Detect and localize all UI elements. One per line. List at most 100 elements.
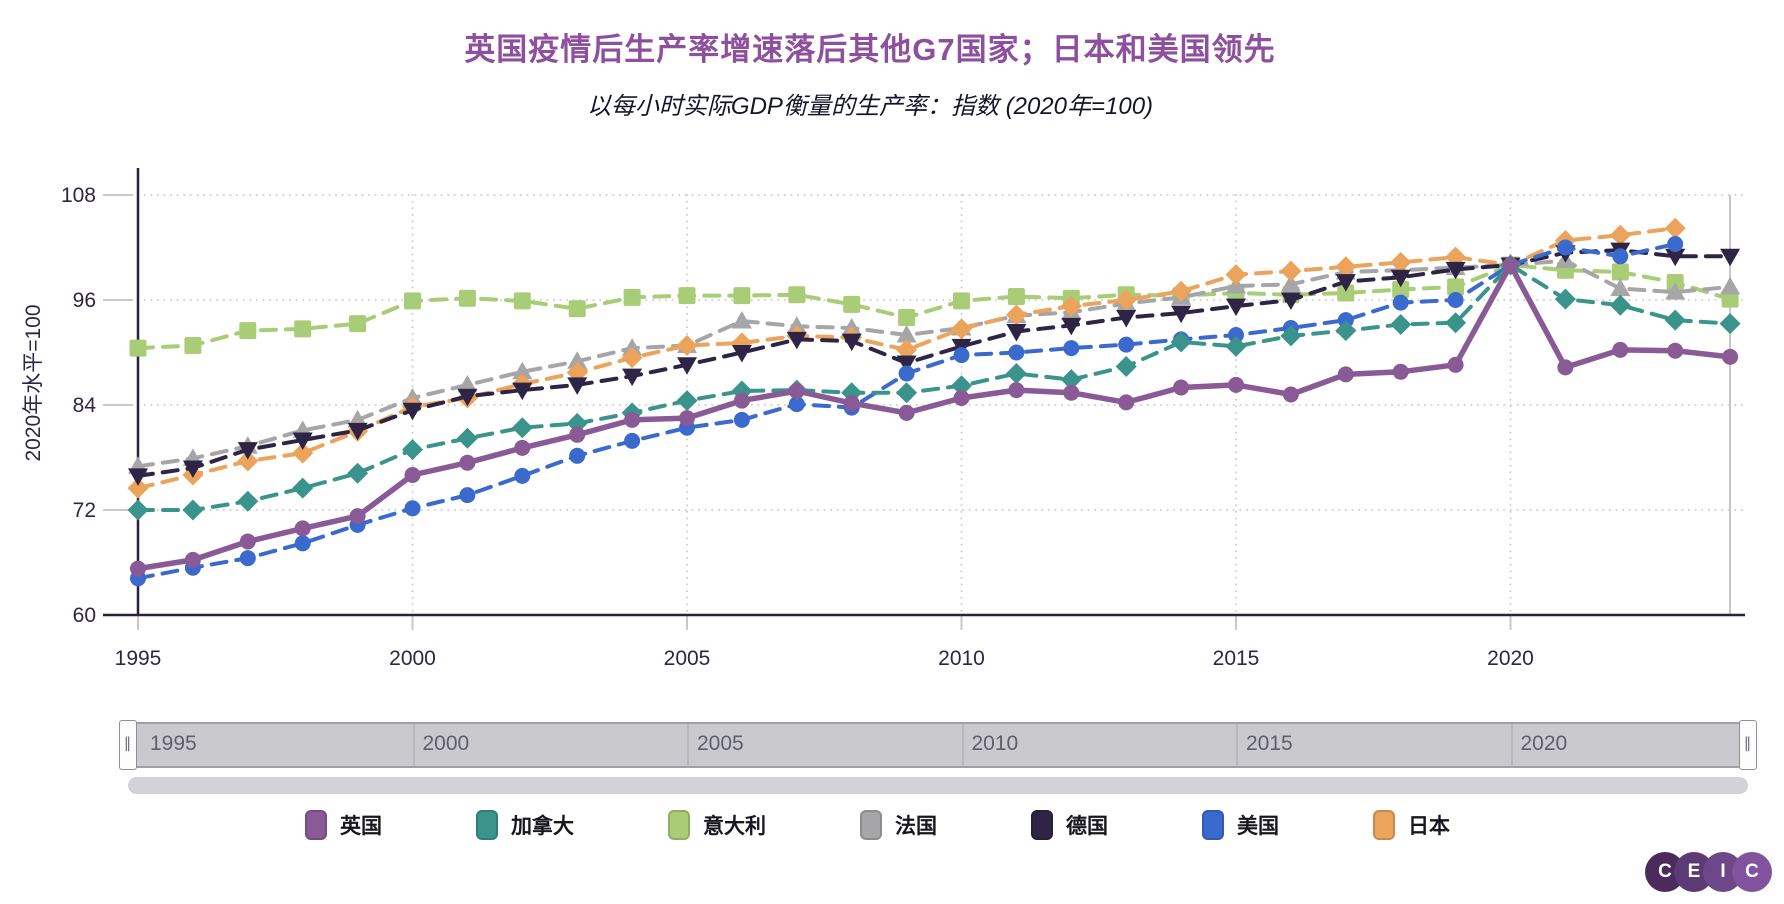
series-point-uk[interactable] xyxy=(1228,376,1244,393)
series-point-france[interactable] xyxy=(1610,278,1631,297)
series-point-japan[interactable] xyxy=(1115,289,1137,311)
series-point-japan[interactable] xyxy=(237,450,259,472)
series-point-us[interactable] xyxy=(459,487,476,504)
series-point-italy[interactable] xyxy=(953,292,970,310)
series-point-japan[interactable] xyxy=(676,335,698,356)
series-point-canada[interactable] xyxy=(1225,335,1247,357)
series-point-italy[interactable] xyxy=(1392,281,1410,298)
series-point-uk[interactable] xyxy=(1063,384,1080,401)
series-point-germany[interactable] xyxy=(677,357,697,375)
series-point-uk[interactable] xyxy=(569,426,586,443)
series-point-us[interactable] xyxy=(1392,294,1409,311)
series-point-uk[interactable] xyxy=(1502,257,1519,273)
series-point-france[interactable] xyxy=(512,361,533,380)
series-point-canada[interactable] xyxy=(1719,313,1741,335)
series-point-uk[interactable] xyxy=(624,411,641,428)
legend-item-us[interactable]: 美国 xyxy=(1202,810,1279,840)
series-point-japan[interactable] xyxy=(1390,251,1412,273)
series-point-germany[interactable] xyxy=(896,355,917,374)
series-point-japan[interactable] xyxy=(127,477,149,499)
series-point-japan[interactable] xyxy=(292,442,314,464)
series-point-uk[interactable] xyxy=(184,551,201,568)
series-point-canada[interactable] xyxy=(182,499,204,521)
series-point-france[interactable] xyxy=(622,338,643,356)
series-point-italy[interactable] xyxy=(678,287,696,305)
series-point-uk[interactable] xyxy=(843,395,860,412)
series-point-france[interactable] xyxy=(1665,282,1686,300)
series-point-germany[interactable] xyxy=(1390,269,1411,288)
series-point-germany[interactable] xyxy=(622,368,643,387)
series-point-italy[interactable] xyxy=(404,292,421,310)
legend-item-canada[interactable]: 加拿大 xyxy=(476,810,574,840)
series-point-canada[interactable] xyxy=(237,490,259,512)
series-point-us[interactable] xyxy=(1228,327,1244,343)
series-point-italy[interactable] xyxy=(294,320,312,338)
series-point-germany[interactable] xyxy=(1665,248,1686,267)
series-point-germany[interactable] xyxy=(128,468,148,486)
series-point-canada[interactable] xyxy=(127,499,149,521)
series-point-uk[interactable] xyxy=(1667,342,1684,359)
series-point-france[interactable] xyxy=(1720,276,1741,295)
series-point-us[interactable] xyxy=(733,411,750,428)
series-point-japan[interactable] xyxy=(1225,264,1247,286)
series-point-uk[interactable] xyxy=(733,392,750,409)
series-point-germany[interactable] xyxy=(1335,274,1356,292)
series-point-canada[interactable] xyxy=(1445,312,1467,334)
series-point-italy[interactable] xyxy=(843,295,861,313)
series-point-italy[interactable] xyxy=(1007,288,1025,305)
series-point-uk[interactable] xyxy=(788,383,805,399)
series-point-us[interactable] xyxy=(239,550,256,567)
series-point-japan[interactable] xyxy=(1280,260,1302,282)
series-point-germany[interactable] xyxy=(1280,292,1301,311)
series-point-italy[interactable] xyxy=(733,287,751,305)
series-point-germany[interactable] xyxy=(512,382,533,401)
series-point-italy[interactable] xyxy=(349,315,367,333)
series-point-germany[interactable] xyxy=(347,422,368,441)
series-point-canada[interactable] xyxy=(1060,369,1082,391)
series-point-germany[interactable] xyxy=(1171,305,1192,324)
series-point-germany[interactable] xyxy=(1116,310,1137,328)
series-point-us[interactable] xyxy=(294,535,311,552)
series-point-us[interactable] xyxy=(1063,340,1080,357)
series-point-canada[interactable] xyxy=(1280,325,1302,347)
series-point-italy[interactable] xyxy=(568,300,586,318)
series-point-uk[interactable] xyxy=(1392,363,1409,380)
series-point-uk[interactable] xyxy=(953,390,970,406)
series-point-uk[interactable] xyxy=(349,508,366,525)
timeline-range-slider[interactable]: ∥ ∥ 1995 2000 2005 2010 2015 2020 xyxy=(119,720,1757,770)
series-point-uk[interactable] xyxy=(514,439,531,456)
series-point-uk[interactable] xyxy=(898,404,915,421)
series-point-canada[interactable] xyxy=(1554,288,1576,310)
legend-item-uk[interactable]: 英国 xyxy=(305,810,382,840)
series-point-canada[interactable] xyxy=(896,382,918,404)
series-point-germany[interactable] xyxy=(731,345,752,363)
series-point-canada[interactable] xyxy=(1115,356,1137,377)
series-point-italy[interactable] xyxy=(1721,290,1739,308)
series-point-japan[interactable] xyxy=(1609,224,1631,246)
series-point-canada[interactable] xyxy=(402,439,423,461)
legend-item-germany[interactable]: 德国 xyxy=(1031,810,1108,840)
series-point-uk[interactable] xyxy=(294,520,311,537)
series-point-italy[interactable] xyxy=(788,286,806,304)
series-point-germany[interactable] xyxy=(1720,248,1741,267)
series-point-japan[interactable] xyxy=(951,318,972,340)
series-point-us[interactable] xyxy=(1667,236,1684,252)
series-point-italy[interactable] xyxy=(623,288,641,306)
series-point-uk[interactable] xyxy=(1612,341,1629,358)
series-point-canada[interactable] xyxy=(1170,331,1192,353)
series-point-us[interactable] xyxy=(1557,239,1574,256)
series-point-uk[interactable] xyxy=(1447,356,1464,373)
series-point-us[interactable] xyxy=(514,467,531,484)
series-point-us[interactable] xyxy=(1118,336,1135,353)
series-point-japan[interactable] xyxy=(621,347,643,369)
series-point-uk[interactable] xyxy=(1173,379,1190,396)
series-point-italy[interactable] xyxy=(458,289,476,307)
series-point-canada[interactable] xyxy=(292,477,314,499)
series-point-uk[interactable] xyxy=(130,560,146,577)
series-point-us[interactable] xyxy=(953,347,970,364)
series-point-italy[interactable] xyxy=(1447,278,1465,296)
series-point-uk[interactable] xyxy=(1722,348,1739,365)
series-point-canada[interactable] xyxy=(841,382,863,404)
series-point-us[interactable] xyxy=(898,365,915,382)
series-point-us[interactable] xyxy=(404,500,421,517)
